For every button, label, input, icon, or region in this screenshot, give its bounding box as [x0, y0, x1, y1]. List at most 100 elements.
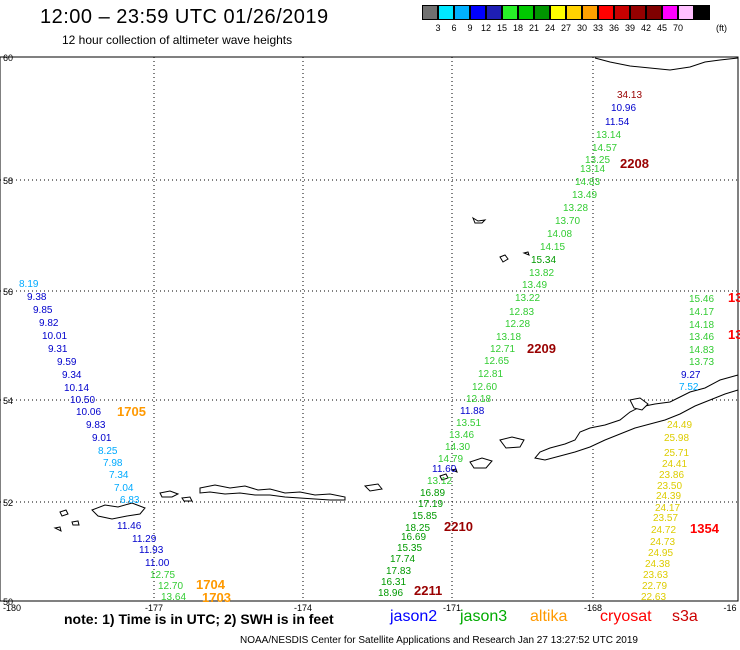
wave-height-value: 12.28 — [505, 319, 530, 330]
wave-height-value: 12.81 — [478, 369, 503, 380]
longitude-labels: -180 -177 -174 -171 -168 -16 — [3, 603, 737, 613]
coastlines — [53, 57, 739, 532]
wave-height-value: 7.04 — [114, 483, 134, 494]
wave-height-value: 9.27 — [681, 370, 701, 381]
legend-label: 21 — [528, 23, 539, 33]
alaska-coast-north — [594, 57, 739, 71]
wave-height-value: 7.98 — [103, 458, 123, 469]
wave-height-value: 14.17 — [689, 307, 714, 318]
wave-height-value: 8.19 — [19, 279, 39, 290]
wave-height-value: 14.83 — [575, 177, 600, 188]
legend-swatch — [694, 5, 710, 20]
legend-swatch — [646, 5, 662, 20]
wave-height-value: 11.46 — [117, 521, 142, 532]
legend-label: 24 — [544, 23, 555, 33]
map-title: 12:00 – 23:59 UTC 01/26/2019 — [40, 6, 329, 28]
pass-time-label: 13 — [728, 290, 740, 305]
near-islands — [91, 502, 146, 520]
legend-label: 12 — [480, 23, 491, 33]
legend-swatch — [502, 5, 518, 20]
wave-height-value: 13.64 — [161, 592, 186, 603]
wave-height-value: 15.46 — [689, 294, 714, 305]
satellite-cryosat-label: cryosat — [600, 608, 652, 625]
wave-height-value: 10.06 — [76, 407, 101, 418]
legend-label: 9 — [467, 23, 473, 33]
pass-time-label: 1703 — [202, 590, 231, 605]
legend-swatch — [550, 5, 566, 20]
wave-height-value: 14.57 — [592, 143, 617, 154]
legend-label: 42 — [640, 23, 651, 33]
wave-height-value: 6.83 — [120, 495, 140, 506]
legend-label: 30 — [576, 23, 587, 33]
pass-time-label: 1705 — [117, 404, 146, 419]
longitude-label: -171 — [443, 603, 461, 613]
legend-swatch — [598, 5, 614, 20]
legend-label: 15 — [496, 23, 507, 33]
legend-label: 18 — [512, 23, 523, 33]
wave-height-value: 12.71 — [490, 344, 515, 355]
wave-height-value: 13.73 — [689, 357, 714, 368]
wave-height-value: 16.89 — [420, 488, 445, 499]
pass-time-label: 1354 — [690, 521, 720, 536]
wave-height-value: 23.63 — [643, 570, 668, 581]
alaska-peninsula — [534, 374, 739, 461]
legend-swatch — [454, 5, 470, 20]
wave-height-value: 23.86 — [659, 470, 684, 481]
legend-swatch — [486, 5, 502, 20]
wave-height-value: 13.25 — [585, 155, 610, 166]
wave-height-value: 34.13 — [617, 90, 642, 101]
wave-height-value: 23.50 — [657, 481, 682, 492]
wave-height-value: 24.49 — [667, 420, 692, 431]
latitude-labels: 60 58 56 54 52 50 — [3, 53, 13, 607]
wave-height-value: 23.57 — [653, 513, 678, 524]
track-middle-values: 34.1310.9611.5413.1414.5713.2513.1414.83… — [378, 90, 642, 599]
wave-height-value: 11.88 — [460, 406, 485, 417]
wave-height-value: 12.70 — [158, 581, 183, 592]
wave-height-value: 24.95 — [648, 548, 673, 559]
wave-height-value: 10.01 — [42, 331, 67, 342]
island-amlia — [363, 483, 383, 492]
legend-label: 27 — [560, 23, 571, 33]
wave-height-value: 12.65 — [484, 356, 509, 367]
legend-unit: (ft) — [716, 23, 727, 33]
satellite-jason3-label: jason3 — [460, 608, 508, 625]
wave-height-value: 24.73 — [650, 537, 675, 548]
pass-time-label: 2208 — [620, 156, 649, 171]
credit-line: NOAA/NESDIS Center for Satellite Applica… — [240, 635, 638, 646]
legend-swatch — [582, 5, 598, 20]
footer-note: note: 1) Time is in UTC; 2) SWH is in fe… — [64, 611, 334, 627]
map-frame — [0, 56, 739, 602]
wave-height-value: 16.69 — [401, 532, 426, 543]
island-nunivak-1 — [499, 254, 509, 263]
wave-height-value: 10.96 — [611, 103, 636, 114]
wave-height-value: 24.17 — [655, 503, 680, 514]
legend-label: 33 — [592, 23, 603, 33]
legend-label: 6 — [451, 23, 457, 33]
wave-height-value: 12.18 — [466, 394, 491, 405]
wave-height-value: 14.18 — [689, 320, 714, 331]
latitude-label: 54 — [3, 396, 13, 406]
wave-height-value: 24.38 — [645, 559, 670, 570]
legend-swatch — [534, 5, 550, 20]
legend-swatch — [422, 5, 438, 20]
wave-height-value: 11.54 — [605, 117, 630, 128]
wave-height-value: 14.83 — [689, 345, 714, 356]
wave-height-value: 17.74 — [390, 554, 415, 565]
wave-height-value: 8.25 — [98, 446, 118, 457]
wave-height-value: 13.14 — [580, 164, 605, 175]
wave-height-value: 14.30 — [445, 442, 470, 453]
island-saint-matthew — [471, 216, 487, 224]
wave-height-value: 9.82 — [39, 318, 59, 329]
pass-time-label: 1704 — [196, 577, 226, 592]
island-nunivak-2 — [522, 251, 530, 256]
wave-height-value: 24.41 — [662, 459, 687, 470]
legend-swatch — [662, 5, 678, 20]
wave-height-value: 14.79 — [438, 454, 463, 465]
track-west-values: 8.199.389.859.8210.019.319.599.3410.1410… — [19, 279, 186, 603]
islands-of-four-mountains — [439, 468, 458, 481]
pass-time-label: 13 — [728, 327, 740, 342]
wave-height-value: 11.93 — [139, 545, 164, 556]
wave-height-value: 25.98 — [664, 433, 689, 444]
